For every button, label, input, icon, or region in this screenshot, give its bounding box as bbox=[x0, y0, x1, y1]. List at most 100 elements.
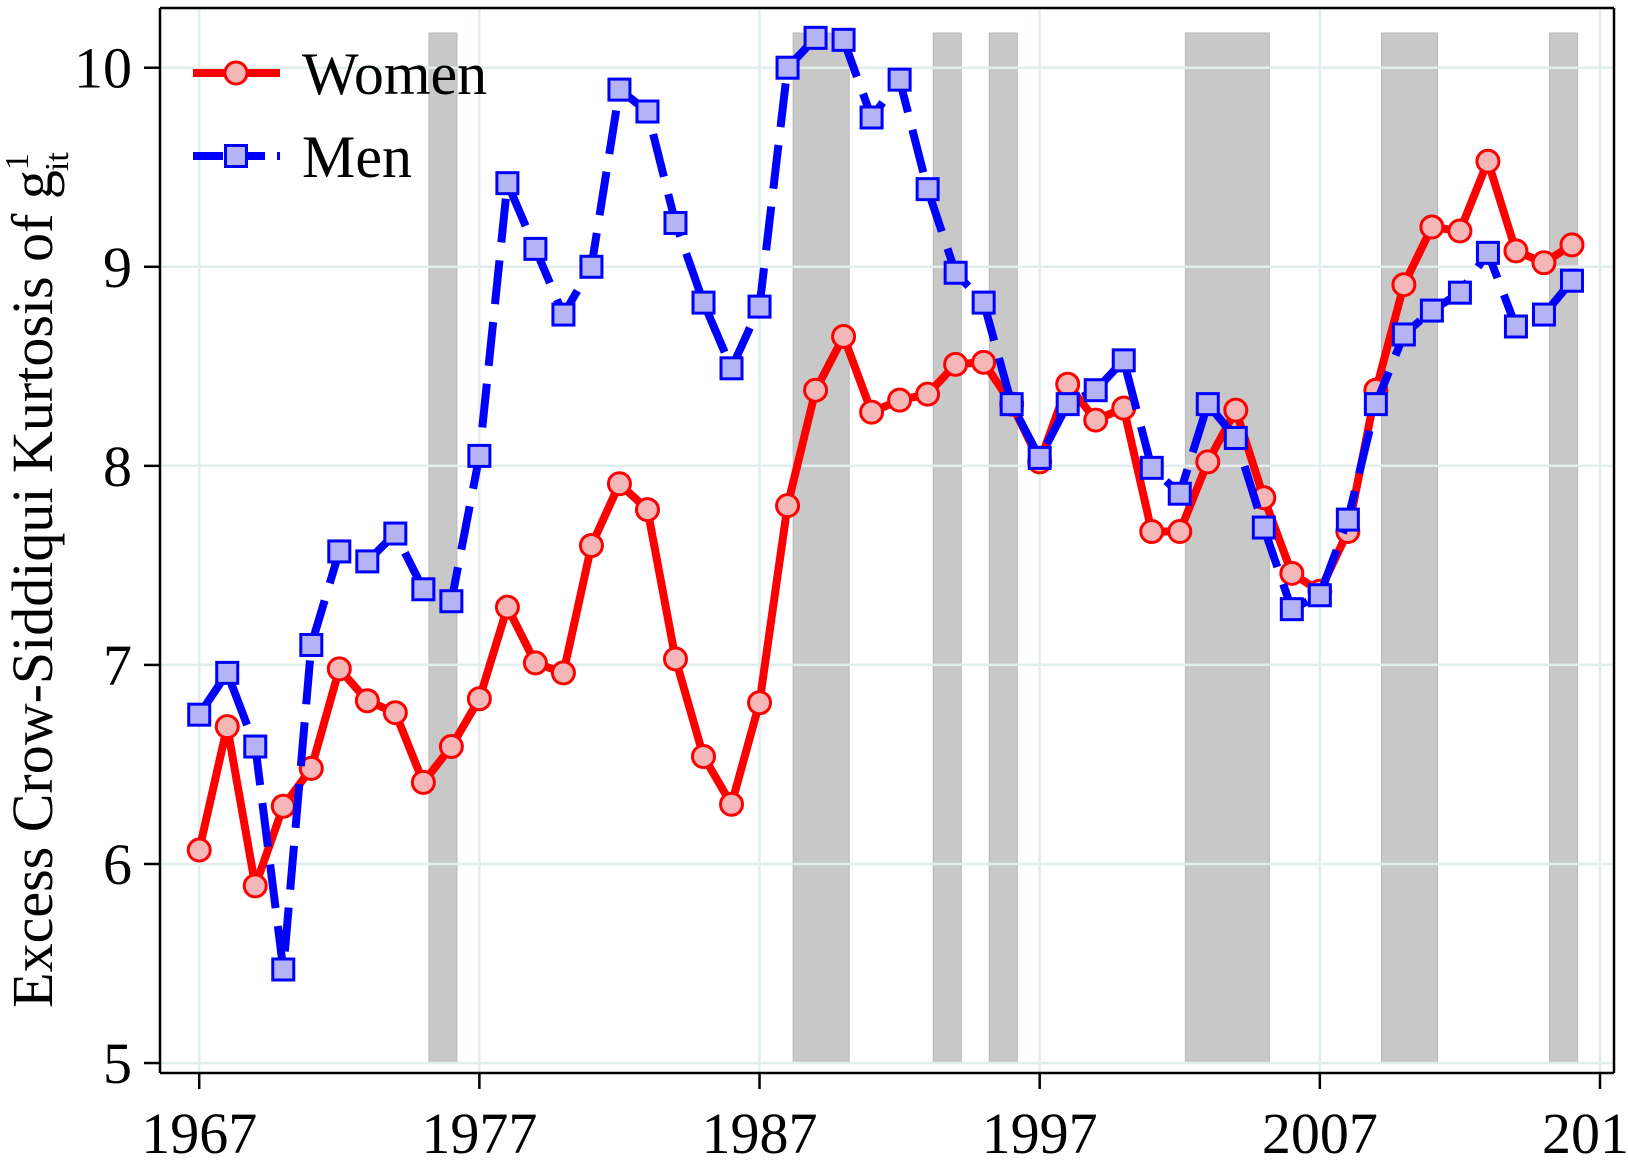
data-point bbox=[1447, 218, 1473, 244]
recession-band bbox=[1184, 32, 1270, 1064]
data-point bbox=[1111, 348, 1136, 373]
x-tick-label: 2017 bbox=[1542, 1101, 1628, 1165]
x-tick-label: 2007 bbox=[1262, 1101, 1378, 1165]
data-point bbox=[1139, 455, 1164, 480]
data-point bbox=[943, 260, 968, 285]
y-tick-label: 10 bbox=[74, 36, 132, 101]
data-point bbox=[298, 755, 324, 781]
data-point bbox=[1447, 280, 1472, 305]
legend-marker bbox=[223, 60, 249, 86]
data-point bbox=[438, 734, 464, 760]
data-point bbox=[1559, 232, 1585, 258]
grid-lines bbox=[160, 8, 1614, 1073]
data-point bbox=[831, 27, 856, 52]
data-point bbox=[410, 769, 436, 795]
y-tick-label: 7 bbox=[103, 633, 132, 698]
data-point bbox=[971, 349, 997, 375]
data-point bbox=[382, 700, 408, 726]
data-point bbox=[747, 294, 772, 319]
data-point bbox=[383, 521, 408, 546]
data-point bbox=[1167, 519, 1193, 545]
data-point bbox=[550, 660, 576, 686]
data-point bbox=[663, 210, 688, 235]
y-tick-label: 5 bbox=[103, 1031, 132, 1096]
y-axis-title: Excess Crow-Siddiqui Kurtosis of g1it bbox=[0, 152, 76, 1008]
recession-bands bbox=[428, 32, 1579, 1064]
x-tick-label: 1987 bbox=[702, 1101, 818, 1165]
data-point bbox=[1363, 392, 1388, 417]
data-point bbox=[551, 302, 576, 327]
recession-band bbox=[428, 32, 458, 1064]
data-point bbox=[1083, 407, 1109, 433]
data-point bbox=[1475, 148, 1501, 174]
data-point bbox=[803, 25, 828, 50]
data-point bbox=[354, 688, 380, 714]
data-point bbox=[1195, 392, 1220, 417]
plot-frame bbox=[158, 6, 1616, 1075]
data-point bbox=[579, 254, 604, 279]
data-point bbox=[467, 443, 492, 468]
y-tick-label: 6 bbox=[103, 832, 132, 897]
data-point bbox=[1251, 515, 1276, 540]
recession-band bbox=[1380, 32, 1439, 1064]
data-point bbox=[1307, 583, 1332, 608]
data-point bbox=[1531, 250, 1557, 276]
recession-band bbox=[792, 32, 850, 1064]
data-point bbox=[747, 690, 773, 716]
data-point bbox=[690, 743, 716, 769]
data-point bbox=[270, 793, 296, 819]
data-point bbox=[327, 539, 352, 564]
y-axis-title-subscript: it bbox=[39, 152, 76, 171]
data-point bbox=[1419, 214, 1445, 240]
data-point bbox=[411, 577, 436, 602]
data-point bbox=[915, 177, 940, 202]
data-point bbox=[719, 356, 744, 381]
data-point bbox=[186, 837, 212, 863]
data-point bbox=[662, 646, 688, 672]
data-point bbox=[1223, 425, 1248, 450]
series-layer bbox=[186, 25, 1585, 982]
data-point bbox=[522, 650, 548, 676]
data-point bbox=[1279, 560, 1305, 586]
legend-label: Women bbox=[302, 41, 487, 107]
data-point bbox=[803, 377, 829, 403]
x-tick-label: 1967 bbox=[141, 1101, 257, 1165]
data-point bbox=[887, 67, 912, 92]
data-point bbox=[242, 873, 268, 899]
data-point bbox=[1083, 378, 1108, 403]
y-axis-title-main: Excess Crow-Siddiqui Kurtosis of g bbox=[0, 170, 65, 1008]
data-point bbox=[775, 493, 801, 519]
data-point bbox=[606, 471, 632, 497]
data-point bbox=[775, 55, 800, 80]
data-point bbox=[1531, 302, 1556, 327]
axis-ticks: 5 6 7 8 9 10 1967 1977 1987 1997 2007 2017 bbox=[74, 36, 1628, 1165]
data-point bbox=[1139, 519, 1165, 545]
series-line bbox=[195, 33, 1576, 974]
data-point bbox=[494, 594, 520, 620]
y-tick-label: 8 bbox=[103, 434, 132, 499]
data-point bbox=[1419, 298, 1444, 323]
data-point bbox=[578, 532, 604, 558]
data-point bbox=[466, 686, 492, 712]
legend: Women Men bbox=[193, 41, 487, 190]
legend-item-men: Men bbox=[193, 124, 412, 190]
data-point bbox=[607, 77, 632, 102]
data-point bbox=[1391, 322, 1416, 347]
data-point bbox=[523, 236, 548, 261]
data-point bbox=[1223, 397, 1249, 423]
data-point bbox=[1503, 238, 1529, 264]
data-point bbox=[243, 734, 268, 759]
data-point bbox=[271, 957, 296, 982]
data-point bbox=[859, 399, 885, 425]
data-point bbox=[1335, 507, 1360, 532]
data-point bbox=[971, 290, 996, 315]
legend-marker bbox=[224, 144, 248, 168]
data-point bbox=[1195, 449, 1221, 475]
data-point bbox=[719, 791, 745, 817]
data-point bbox=[1279, 597, 1304, 622]
data-point bbox=[635, 99, 660, 124]
data-point bbox=[215, 660, 240, 685]
x-tick-label: 1997 bbox=[982, 1101, 1098, 1165]
data-point bbox=[1055, 371, 1081, 397]
